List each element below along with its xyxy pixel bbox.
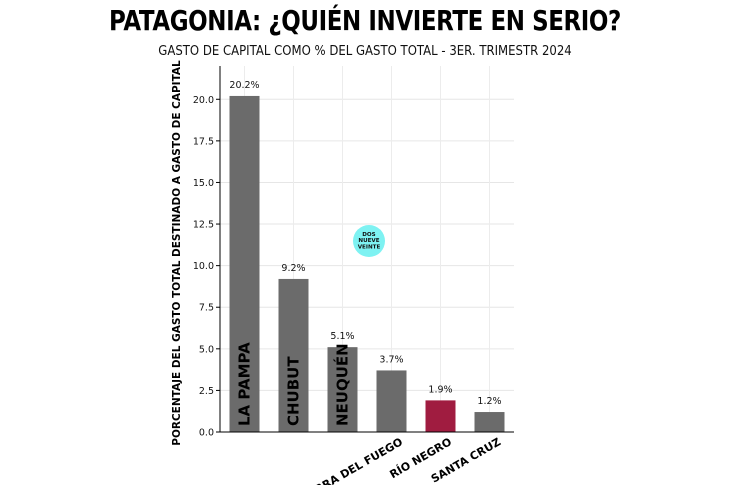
y-tick-label: 17.5 <box>193 136 214 147</box>
logo-text: DOS <box>362 232 375 238</box>
y-tick-label: 10.0 <box>193 261 214 272</box>
logo-text: VEINTE <box>358 244 381 250</box>
y-tick-label: 12.5 <box>193 220 214 231</box>
data-label: 5.1% <box>330 331 354 342</box>
category-label: NEUQUÉN <box>333 343 352 426</box>
y-axis-label: PORCENTAJE DEL GASTO TOTAL DESTINADO A G… <box>171 60 183 446</box>
category-label: LA PAMPA <box>236 342 254 426</box>
category-label: CHUBUT <box>285 356 303 426</box>
data-label: 20.2% <box>229 80 259 91</box>
logo-circle <box>353 225 385 257</box>
data-label: 9.2% <box>281 263 305 274</box>
bar <box>278 278 309 432</box>
y-tick-label: 7.5 <box>199 303 214 314</box>
category-label: TIERRA DEL FUEGO <box>296 435 405 485</box>
data-label: 1.2% <box>477 396 501 407</box>
y-tick-label: 2.5 <box>199 386 214 397</box>
chart-title: PATAGONIA: ¿QUIÉN INVIERTE EN SERIO? <box>109 4 621 37</box>
chart-subtitle: GASTO DE CAPITAL COMO % DEL GASTO TOTAL … <box>158 44 572 59</box>
y-tick-label: 20.0 <box>193 95 214 106</box>
bar <box>425 400 456 432</box>
bar <box>376 370 407 432</box>
data-label: 3.7% <box>379 354 403 365</box>
bar <box>327 347 358 432</box>
y-tick-label: 5.0 <box>199 344 214 355</box>
bar <box>474 412 505 432</box>
bars: 20.2% LA PAMPA 9.2% CHUBUT 5.1%NEUQUÉN 3.7% 1.… <box>229 80 505 432</box>
y-tick-label: 0.0 <box>199 428 214 439</box>
data-label: 1.9% <box>428 384 452 395</box>
bar <box>229 95 260 432</box>
y-tick-label: 15.0 <box>193 178 214 189</box>
logo-text: NUEVE <box>358 238 379 244</box>
